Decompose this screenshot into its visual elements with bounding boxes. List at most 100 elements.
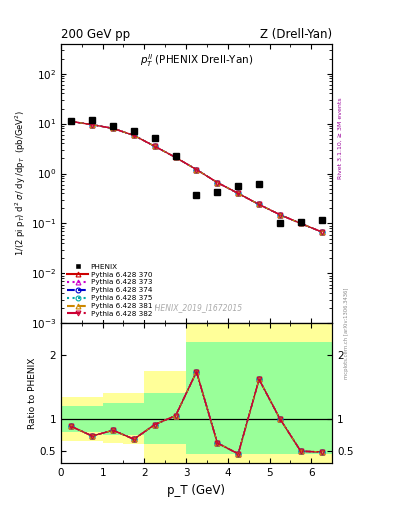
Pythia 6.428 375 <box>236 190 241 197</box>
Pythia 6.428 370 <box>132 132 136 138</box>
Pythia 6.428 373 <box>194 166 199 173</box>
Pythia 6.428 375 <box>298 221 303 227</box>
Pythia 6.428 375 <box>215 180 220 186</box>
Pythia 6.428 374 <box>298 221 303 227</box>
Pythia 6.428 381 <box>277 211 282 218</box>
Pythia 6.428 375 <box>277 211 282 218</box>
Pythia 6.428 374 <box>257 201 261 207</box>
Text: $p_T^{ll}$ (PHENIX Drell-Yan): $p_T^{ll}$ (PHENIX Drell-Yan) <box>140 52 253 69</box>
Pythia 6.428 374 <box>319 229 324 235</box>
Line: Pythia 6.428 375: Pythia 6.428 375 <box>69 119 324 234</box>
Pythia 6.428 382 <box>236 190 241 197</box>
Pythia 6.428 374 <box>277 211 282 218</box>
PHENIX <box>69 117 74 123</box>
Text: 200 GeV pp: 200 GeV pp <box>61 28 130 41</box>
Line: Pythia 6.428 381: Pythia 6.428 381 <box>69 119 324 234</box>
Line: Pythia 6.428 374: Pythia 6.428 374 <box>69 119 324 234</box>
Pythia 6.428 382 <box>90 122 95 128</box>
Pythia 6.428 375 <box>173 154 178 160</box>
PHENIX <box>152 135 157 141</box>
PHENIX <box>319 218 324 224</box>
Pythia 6.428 374 <box>132 132 136 138</box>
Pythia 6.428 370 <box>257 201 261 207</box>
Pythia 6.428 370 <box>215 180 220 186</box>
Pythia 6.428 373 <box>298 221 303 227</box>
Pythia 6.428 382 <box>173 154 178 160</box>
Pythia 6.428 370 <box>194 166 199 173</box>
Pythia 6.428 373 <box>215 180 220 186</box>
Pythia 6.428 373 <box>152 143 157 150</box>
Pythia 6.428 382 <box>215 180 220 186</box>
Text: PHENIX_2019_I1672015: PHENIX_2019_I1672015 <box>151 303 242 312</box>
Pythia 6.428 382 <box>111 125 116 132</box>
Pythia 6.428 370 <box>152 143 157 150</box>
Pythia 6.428 374 <box>194 166 199 173</box>
Pythia 6.428 373 <box>173 154 178 160</box>
Pythia 6.428 374 <box>111 125 116 132</box>
PHENIX <box>173 154 178 160</box>
Pythia 6.428 382 <box>277 211 282 218</box>
Pythia 6.428 381 <box>194 166 199 173</box>
Pythia 6.428 375 <box>152 143 157 150</box>
Pythia 6.428 370 <box>90 122 95 128</box>
Legend: PHENIX, Pythia 6.428 370, Pythia 6.428 373, Pythia 6.428 374, Pythia 6.428 375, : PHENIX, Pythia 6.428 370, Pythia 6.428 3… <box>64 261 155 320</box>
Pythia 6.428 375 <box>69 118 74 124</box>
PHENIX <box>298 219 303 225</box>
Pythia 6.428 374 <box>152 143 157 150</box>
Pythia 6.428 370 <box>319 229 324 235</box>
Pythia 6.428 375 <box>194 166 199 173</box>
Pythia 6.428 381 <box>111 125 116 132</box>
Pythia 6.428 373 <box>257 201 261 207</box>
Pythia 6.428 381 <box>298 221 303 227</box>
Pythia 6.428 375 <box>132 132 136 138</box>
Pythia 6.428 381 <box>215 180 220 186</box>
Pythia 6.428 370 <box>173 154 178 160</box>
Y-axis label: Ratio to PHENIX: Ratio to PHENIX <box>28 358 37 429</box>
Text: Rivet 3.1.10, ≥ 3M events: Rivet 3.1.10, ≥ 3M events <box>338 97 343 179</box>
Pythia 6.428 374 <box>173 154 178 160</box>
Pythia 6.428 373 <box>236 190 241 197</box>
Pythia 6.428 370 <box>298 221 303 227</box>
Pythia 6.428 375 <box>257 201 261 207</box>
Pythia 6.428 373 <box>90 122 95 128</box>
Pythia 6.428 381 <box>257 201 261 207</box>
Pythia 6.428 381 <box>90 122 95 128</box>
Pythia 6.428 374 <box>236 190 241 197</box>
PHENIX <box>236 183 241 189</box>
Pythia 6.428 373 <box>111 125 116 132</box>
Pythia 6.428 382 <box>152 143 157 150</box>
Pythia 6.428 381 <box>132 132 136 138</box>
Pythia 6.428 381 <box>319 229 324 235</box>
Pythia 6.428 381 <box>173 154 178 160</box>
PHENIX <box>194 191 199 198</box>
Pythia 6.428 373 <box>132 132 136 138</box>
Pythia 6.428 382 <box>69 118 74 124</box>
Pythia 6.428 375 <box>319 229 324 235</box>
Line: Pythia 6.428 373: Pythia 6.428 373 <box>69 119 324 234</box>
Pythia 6.428 381 <box>236 190 241 197</box>
Pythia 6.428 370 <box>111 125 116 132</box>
Pythia 6.428 382 <box>319 229 324 235</box>
Pythia 6.428 370 <box>236 190 241 197</box>
Pythia 6.428 382 <box>132 132 136 138</box>
Pythia 6.428 374 <box>90 122 95 128</box>
PHENIX <box>111 123 116 129</box>
Pythia 6.428 375 <box>111 125 116 132</box>
PHENIX <box>132 127 136 134</box>
Pythia 6.428 382 <box>298 221 303 227</box>
PHENIX <box>215 189 220 196</box>
Pythia 6.428 381 <box>152 143 157 150</box>
Text: mcplots.cern.ch [arXiv:1306.3436]: mcplots.cern.ch [arXiv:1306.3436] <box>344 287 349 378</box>
Pythia 6.428 373 <box>277 211 282 218</box>
PHENIX <box>257 181 261 187</box>
Pythia 6.428 374 <box>215 180 220 186</box>
Pythia 6.428 373 <box>319 229 324 235</box>
Line: Pythia 6.428 370: Pythia 6.428 370 <box>69 119 324 234</box>
PHENIX <box>90 117 95 123</box>
PHENIX <box>277 221 282 227</box>
Pythia 6.428 375 <box>90 122 95 128</box>
Line: Pythia 6.428 382: Pythia 6.428 382 <box>69 119 324 234</box>
Text: Z (Drell-Yan): Z (Drell-Yan) <box>260 28 332 41</box>
Pythia 6.428 382 <box>194 166 199 173</box>
Line: PHENIX: PHENIX <box>68 117 325 227</box>
